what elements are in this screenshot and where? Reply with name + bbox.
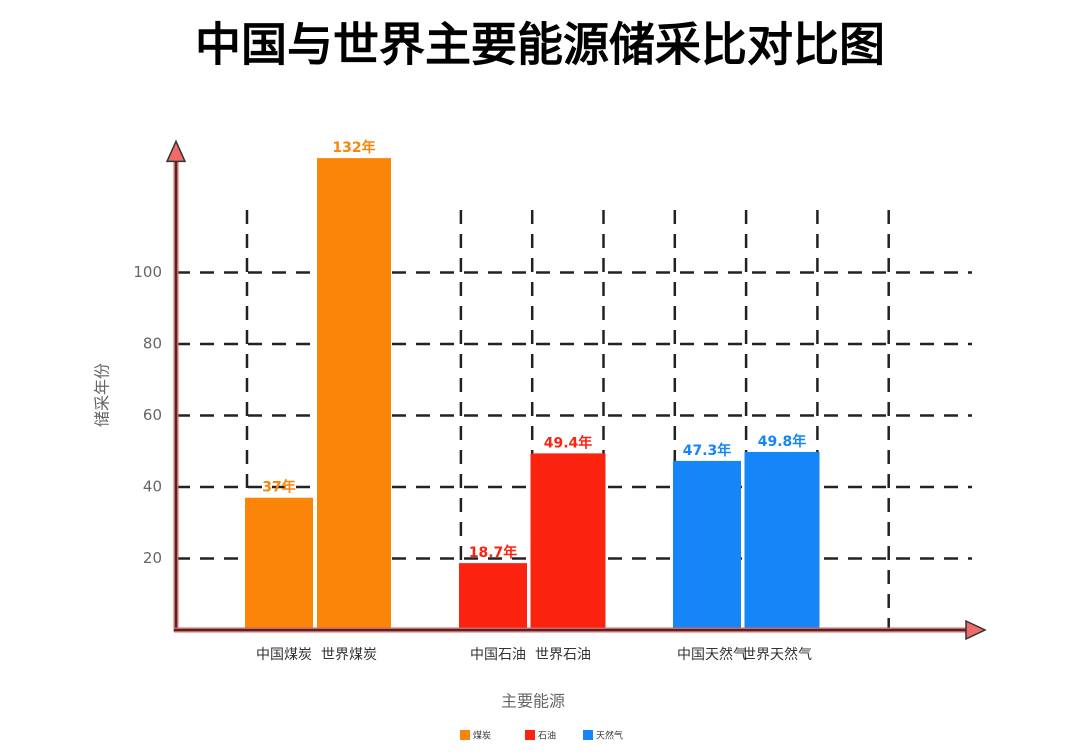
x-tick-label: 世界天然气 bbox=[742, 646, 812, 663]
legend-label: 天然气 bbox=[596, 730, 623, 742]
data-label: 49.8年 bbox=[758, 433, 807, 450]
data-label: 47.3年 bbox=[683, 442, 732, 459]
x-tick-label: 中国石油 bbox=[470, 647, 526, 663]
x-tick-label: 世界煤炭 bbox=[321, 647, 377, 663]
data-label: 132年 bbox=[332, 139, 375, 156]
bar bbox=[744, 451, 820, 630]
y-tick-label: 80 bbox=[143, 335, 162, 353]
bar bbox=[317, 158, 391, 630]
y-tick-label: 60 bbox=[143, 406, 162, 424]
y-tick-label: 40 bbox=[143, 478, 162, 496]
chart-title: 中国与世界主要能源储采比对比图 bbox=[195, 18, 885, 72]
data-label: 18.7年 bbox=[469, 544, 518, 561]
x-axis-arrow bbox=[965, 619, 987, 641]
bar bbox=[530, 453, 606, 630]
legend-swatch bbox=[460, 730, 470, 740]
data-label: 49.4年 bbox=[544, 434, 593, 451]
bar bbox=[459, 563, 527, 630]
bar bbox=[673, 460, 741, 630]
y-tick-label: 20 bbox=[143, 549, 162, 567]
bar bbox=[245, 497, 313, 630]
legend-swatch bbox=[583, 730, 593, 740]
x-tick-label: 中国天然气 bbox=[677, 646, 747, 663]
data-label: 37年 bbox=[262, 479, 295, 496]
y-axis-arrow bbox=[165, 139, 187, 163]
legend-label: 石油 bbox=[538, 730, 556, 742]
x-tick-label: 中国煤炭 bbox=[256, 647, 312, 663]
x-axis-label: 主要能源 bbox=[501, 692, 565, 711]
y-tick-label: 100 bbox=[133, 263, 162, 281]
legend-swatch bbox=[525, 730, 535, 740]
legend-label: 煤炭 bbox=[473, 730, 491, 742]
x-tick-label: 世界石油 bbox=[535, 647, 591, 663]
y-axis-label: 储采年份 bbox=[93, 363, 112, 427]
